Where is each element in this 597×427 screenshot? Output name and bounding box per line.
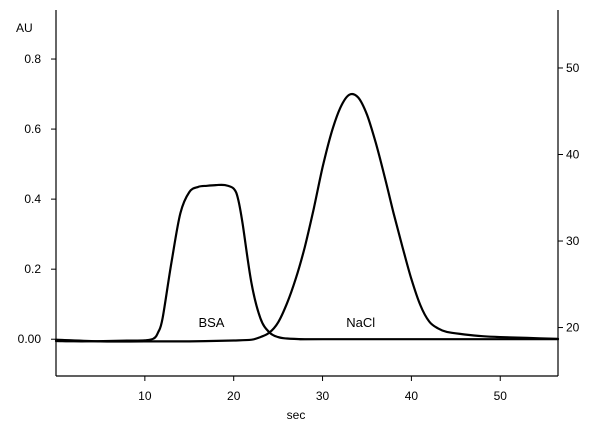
x-tick-label: 10 xyxy=(138,389,152,403)
y-right-tick-label: 30 xyxy=(566,234,580,248)
series-nacl-line xyxy=(54,92,560,343)
y-left-tick-label: 0.8 xyxy=(24,52,41,66)
curves xyxy=(54,92,560,343)
annotations: BSA NaCl xyxy=(198,315,375,330)
labels: AU sec xyxy=(16,21,305,422)
x-tick-label: 50 xyxy=(494,389,508,403)
series-bsa-line xyxy=(54,183,560,343)
x-tick-label: 20 xyxy=(227,389,241,403)
x-tick-label: 40 xyxy=(405,389,419,403)
x-axis-label: sec xyxy=(287,408,306,422)
y-right-tick-label: 40 xyxy=(566,147,580,161)
y-left-tick-label: 0.4 xyxy=(24,192,41,206)
y-right-tick-label: 20 xyxy=(566,321,580,335)
axes xyxy=(55,10,559,377)
y-right-tick-label: 50 xyxy=(566,61,580,75)
annotation-nacl: NaCl xyxy=(346,315,375,330)
ticks: 10 20 30 40 50 0.00 0.2 0.4 0.6 0.8 20 30 40 50 xyxy=(18,52,580,403)
y-left-tick-label: 0.00 xyxy=(18,332,42,346)
y-left-axis-label: AU xyxy=(16,21,33,35)
annotation-bsa: BSA xyxy=(198,315,224,330)
x-tick-label: 30 xyxy=(316,389,330,403)
y-left-tick-label: 0.6 xyxy=(24,122,41,136)
y-left-tick-label: 0.2 xyxy=(24,262,41,276)
